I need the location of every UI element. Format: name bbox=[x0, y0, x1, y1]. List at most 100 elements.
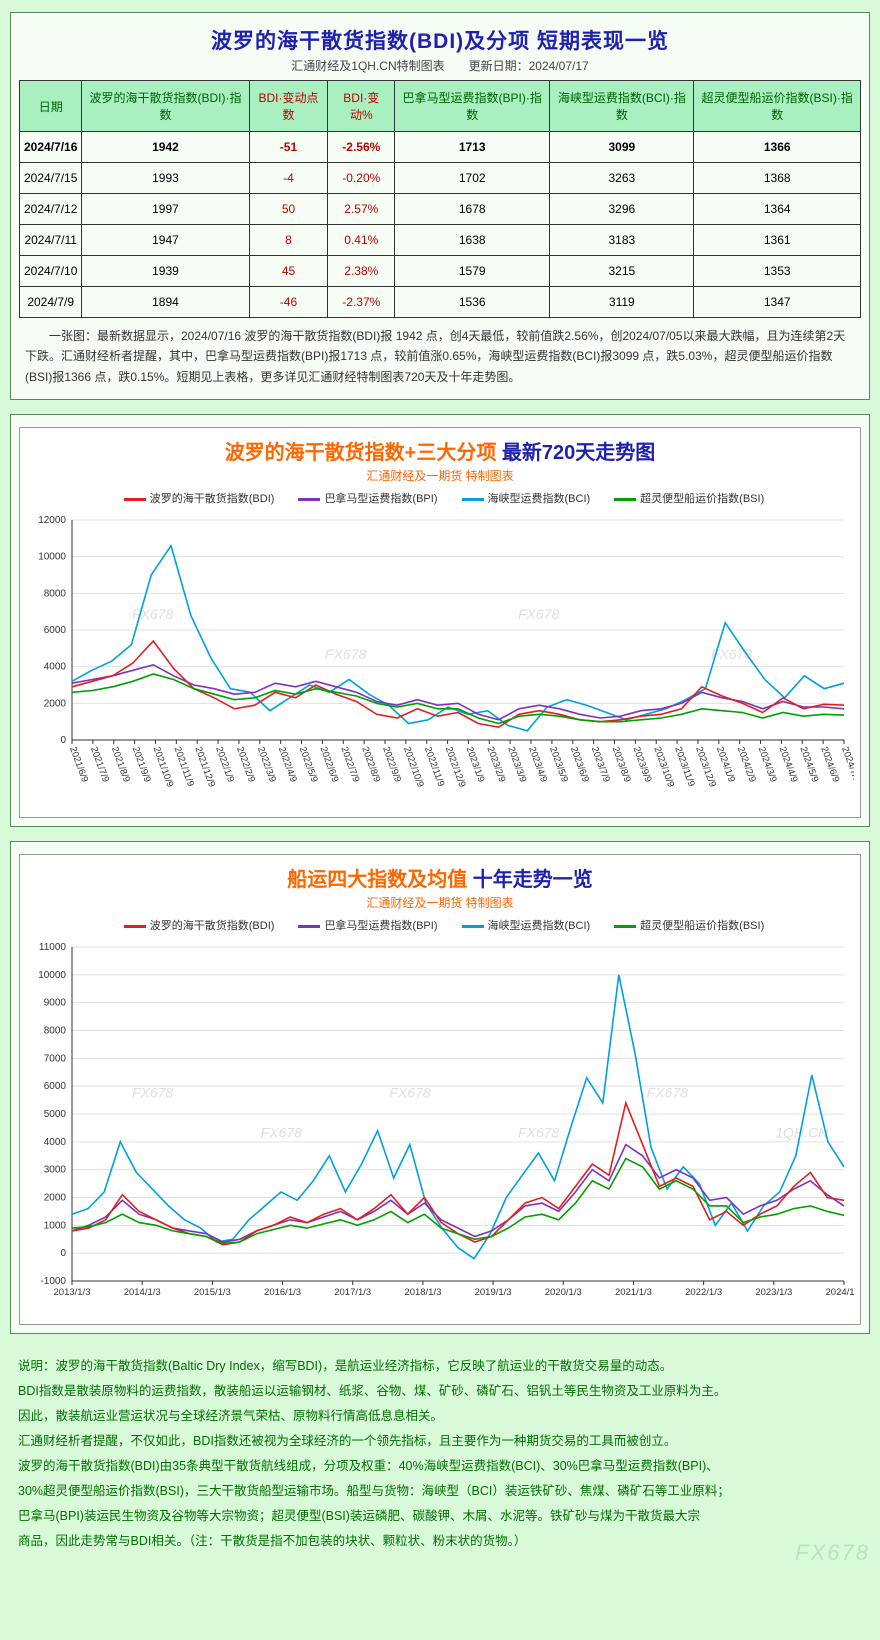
svg-text:2024/6/9: 2024/6/9 bbox=[818, 745, 841, 784]
svg-text:2023/4/9: 2023/4/9 bbox=[526, 745, 549, 784]
legend-swatch bbox=[124, 925, 146, 928]
table-cell: -46 bbox=[249, 287, 328, 318]
svg-text:9000: 9000 bbox=[44, 998, 67, 1009]
table-cell: -2.37% bbox=[328, 287, 395, 318]
table-cell: 1536 bbox=[395, 287, 550, 318]
footnote-line: 汇通财经析者提醒，不仅如此，BDI指数还被视为全球经济的一个领先指标，且主要作为… bbox=[18, 1429, 862, 1454]
legend-swatch bbox=[298, 498, 320, 501]
table-header-cell: BDI·变动点数 bbox=[249, 81, 328, 132]
legend-swatch bbox=[462, 498, 484, 501]
svg-text:12000: 12000 bbox=[38, 515, 66, 526]
svg-text:2022/9/9: 2022/9/9 bbox=[380, 745, 403, 784]
table-cell: 1939 bbox=[82, 256, 249, 287]
bdi-table: 日期波罗的海干散货指数(BDI)·指数BDI·变动点数BDI·变动%巴拿马型运费… bbox=[19, 80, 861, 318]
table-row: 2024/7/151993-4-0.20%170232631368 bbox=[20, 163, 861, 194]
table-cell: 8 bbox=[249, 225, 328, 256]
table-row: 2024/7/161942-51-2.56%171330991366 bbox=[20, 132, 861, 163]
svg-text:2000: 2000 bbox=[44, 1193, 67, 1204]
svg-text:4000: 4000 bbox=[44, 1137, 67, 1148]
table-cell: 1364 bbox=[694, 194, 861, 225]
table-row: 2024/7/11194780.41%163831831361 bbox=[20, 225, 861, 256]
svg-text:2019/1/3: 2019/1/3 bbox=[475, 1287, 512, 1298]
table-cell: 2024/7/15 bbox=[20, 163, 82, 194]
svg-text:5000: 5000 bbox=[44, 1109, 67, 1120]
svg-text:8000: 8000 bbox=[44, 1026, 67, 1037]
svg-text:2023/1/9: 2023/1/9 bbox=[464, 745, 487, 784]
table-subtitle: 汇通财经及1QH.CN特制图表 更新日期：2024/07/17 bbox=[19, 57, 861, 74]
table-cell: 1713 bbox=[395, 132, 550, 163]
footnote-line: 商品，因此走势常与BDI相关。（注：干散货是指不加包装的块状、颗粒状、粉末状的货… bbox=[18, 1529, 862, 1554]
table-row: 2024/7/121997502.57%167832961364 bbox=[20, 194, 861, 225]
chart-10y-panel: 船运四大指数及均值 十年走势一览 汇通财经及一期货 特制图表 波罗的海干散货指数… bbox=[10, 841, 870, 1334]
svg-text:10000: 10000 bbox=[38, 970, 66, 981]
svg-text:2014/1/3: 2014/1/3 bbox=[124, 1287, 161, 1298]
table-panel: 波罗的海干散货指数(BDI)及分项 短期表现一览 汇通财经及1QH.CN特制图表… bbox=[10, 12, 870, 400]
table-row: 2024/7/91894-46-2.37%153631191347 bbox=[20, 287, 861, 318]
table-cell: 2024/7/16 bbox=[20, 132, 82, 163]
table-cell: 2024/7/12 bbox=[20, 194, 82, 225]
svg-text:0: 0 bbox=[60, 735, 66, 746]
legend-item: 海峡型运费指数(BCI) bbox=[454, 920, 591, 932]
svg-text:2023/3/9: 2023/3/9 bbox=[505, 745, 528, 784]
legend-item: 巴拿马型运费指数(BPI) bbox=[290, 920, 437, 932]
legend-swatch bbox=[298, 925, 320, 928]
svg-text:FX678: FX678 bbox=[647, 1084, 688, 1100]
svg-text:FX678: FX678 bbox=[132, 1084, 173, 1100]
svg-text:2024/1/3: 2024/1/3 bbox=[826, 1287, 854, 1298]
svg-text:2024/4/9: 2024/4/9 bbox=[777, 745, 800, 784]
table-summary: 一张图：最新数据显示，2024/07/16 波罗的海干散货指数(BDI)报 19… bbox=[19, 318, 861, 391]
svg-text:3000: 3000 bbox=[44, 1165, 67, 1176]
svg-text:2021/7/9: 2021/7/9 bbox=[88, 745, 111, 784]
table-header-cell: BDI·变动% bbox=[328, 81, 395, 132]
legend-item: 巴拿马型运费指数(BPI) bbox=[290, 493, 437, 505]
legend-swatch bbox=[462, 925, 484, 928]
svg-text:8000: 8000 bbox=[44, 589, 67, 600]
table-title: 波罗的海干散货指数(BDI)及分项 短期表现一览 bbox=[19, 25, 861, 55]
legend-swatch bbox=[614, 498, 636, 501]
svg-text:-1000: -1000 bbox=[40, 1276, 66, 1287]
table-cell: 2024/7/9 bbox=[20, 287, 82, 318]
chart-10y-svg: -100001000200030004000500060007000800090… bbox=[24, 941, 854, 1311]
svg-text:2022/1/9: 2022/1/9 bbox=[213, 745, 236, 784]
footnote-line: 说明：波罗的海干散货指数(Baltic Dry Index，缩写BDI)，是航运… bbox=[18, 1354, 862, 1379]
table-header-cell: 海峡型运费指数(BCI)·指数 bbox=[550, 81, 694, 132]
chart-720-svg: 0200040006000800010000120002021/6/92021/… bbox=[24, 514, 854, 804]
footnotes: 说明：波罗的海干散货指数(Baltic Dry Index，缩写BDI)，是航运… bbox=[10, 1348, 870, 1558]
footnote-line: BDI指数是散装原物料的运费指数，散装船运以运输钢材、纸浆、谷物、煤、矿砂、磷矿… bbox=[18, 1379, 862, 1404]
table-cell: 2024/7/11 bbox=[20, 225, 82, 256]
table-cell: 2.57% bbox=[328, 194, 395, 225]
svg-text:10000: 10000 bbox=[38, 552, 66, 563]
footnote-line: 30%超灵便型船运价指数(BSI)，三大干散货船型运输市场。船型与货物：海峡型（… bbox=[18, 1479, 862, 1504]
svg-text:11000: 11000 bbox=[39, 942, 67, 953]
svg-text:2022/1/3: 2022/1/3 bbox=[685, 1287, 722, 1298]
table-cell: 1947 bbox=[82, 225, 249, 256]
table-cell: 1993 bbox=[82, 163, 249, 194]
svg-text:FX678: FX678 bbox=[389, 1084, 430, 1100]
legend-item: 超灵便型船运价指数(BSI) bbox=[606, 920, 764, 932]
chart-720-subtitle: 汇通财经及一期货 特制图表 bbox=[24, 467, 856, 484]
table-cell: 1353 bbox=[694, 256, 861, 287]
svg-text:FX678: FX678 bbox=[518, 606, 559, 622]
svg-text:2024/5/9: 2024/5/9 bbox=[797, 745, 820, 784]
svg-text:2022/10/9: 2022/10/9 bbox=[401, 745, 426, 788]
svg-text:2021/9/9: 2021/9/9 bbox=[130, 745, 153, 784]
table-cell: 1361 bbox=[694, 225, 861, 256]
svg-text:FX678: FX678 bbox=[518, 1124, 559, 1140]
table-cell: 3119 bbox=[550, 287, 694, 318]
svg-text:2024/1/9: 2024/1/9 bbox=[714, 745, 737, 784]
table-header-cell: 巴拿马型运费指数(BPI)·指数 bbox=[395, 81, 550, 132]
table-cell: 2.38% bbox=[328, 256, 395, 287]
table-cell: -2.56% bbox=[328, 132, 395, 163]
table-cell: 1942 bbox=[82, 132, 249, 163]
svg-text:2000: 2000 bbox=[44, 699, 67, 710]
svg-text:2023/5/9: 2023/5/9 bbox=[547, 745, 570, 784]
table-cell: 3215 bbox=[550, 256, 694, 287]
svg-text:2023/10/9: 2023/10/9 bbox=[651, 745, 676, 788]
svg-text:2015/1/3: 2015/1/3 bbox=[194, 1287, 231, 1298]
svg-text:0: 0 bbox=[60, 1248, 66, 1259]
legend-swatch bbox=[614, 925, 636, 928]
corner-watermark: FX678 bbox=[795, 1540, 870, 1566]
table-cell: -0.20% bbox=[328, 163, 395, 194]
svg-text:FX678: FX678 bbox=[325, 646, 366, 662]
svg-text:2022/8/9: 2022/8/9 bbox=[359, 745, 382, 784]
